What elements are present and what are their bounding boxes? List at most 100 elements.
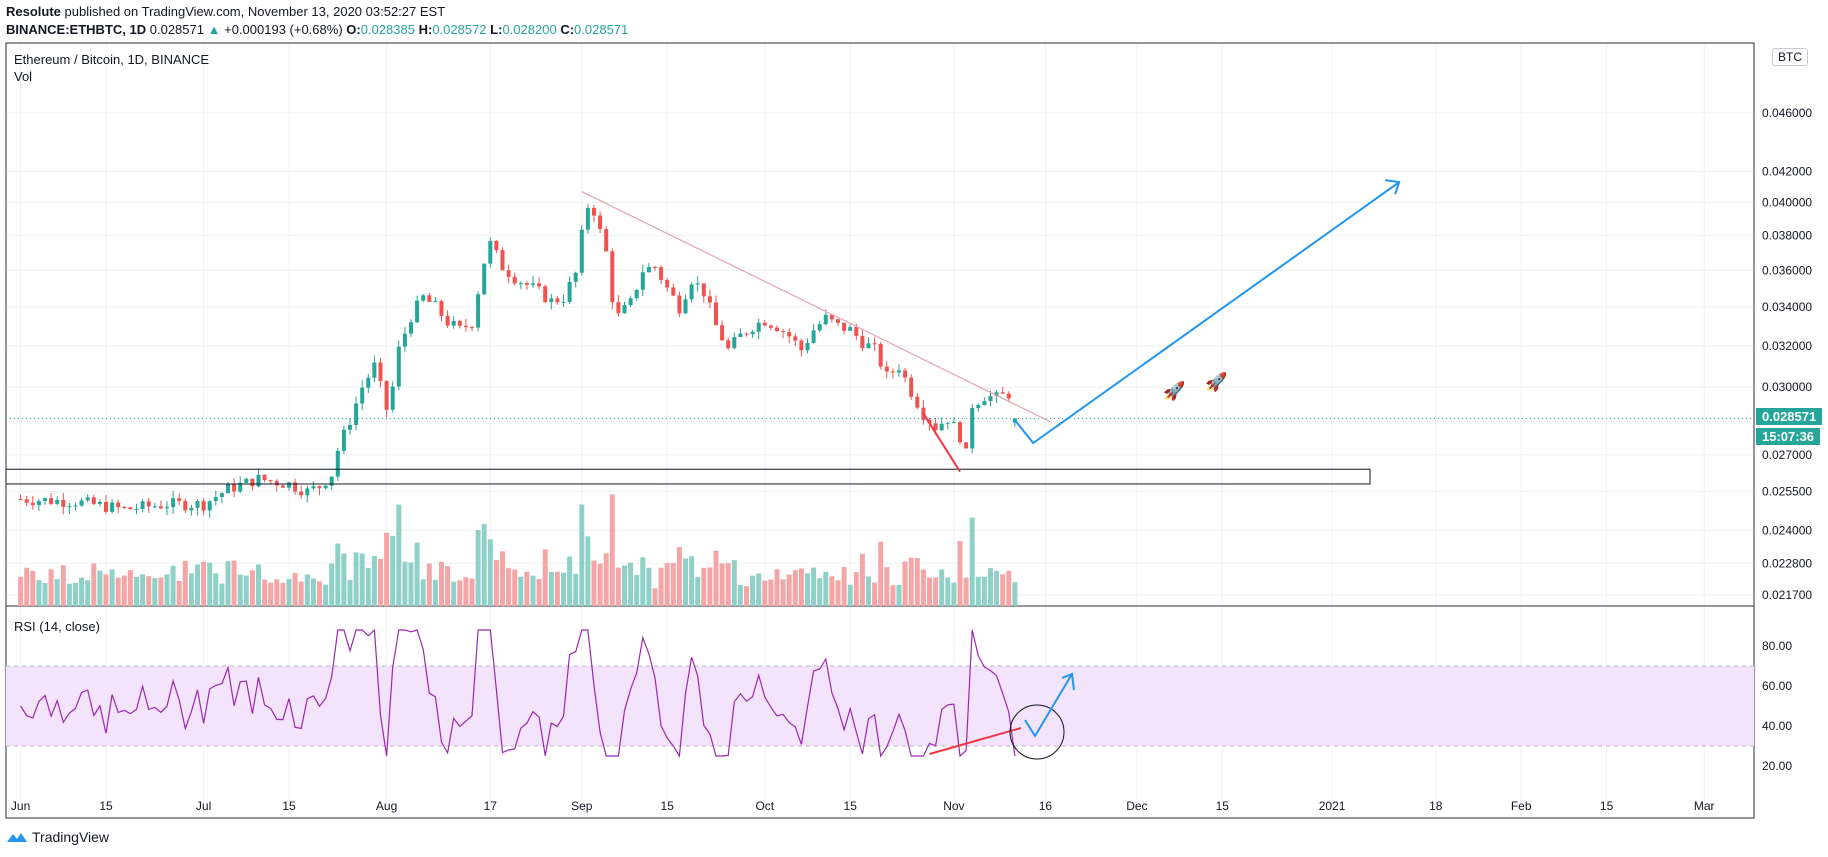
candle-body (482, 263, 487, 295)
currency-button[interactable]: BTC (1772, 48, 1808, 66)
volume-bar (933, 577, 939, 606)
volume-bar (603, 553, 609, 606)
candle-body (994, 392, 999, 397)
candle-body (61, 499, 66, 507)
last-price: 0.028571 (149, 22, 204, 37)
candle-body (982, 401, 987, 406)
volume-bar (548, 571, 554, 606)
volume-bar (512, 569, 518, 606)
candle-body (720, 325, 725, 341)
candle-body (909, 377, 914, 397)
up-arrow-icon: ▲ (207, 22, 221, 37)
volume-bar (256, 564, 261, 606)
candle-body (226, 483, 230, 494)
volume-bar (402, 561, 408, 606)
volume-bar (463, 577, 469, 606)
footer-brand-text: TradingView (32, 829, 110, 845)
volume-bar (451, 581, 457, 606)
candle-body (470, 327, 474, 329)
volume-bar (268, 582, 274, 606)
candle-body (805, 342, 810, 351)
volume-bar (91, 563, 97, 606)
candlestick-series (18, 203, 1017, 519)
volume-bar (207, 562, 213, 606)
price-tick-label: 0.032000 (1762, 339, 1812, 353)
open-label: O: (346, 22, 361, 37)
low-label: L: (490, 22, 503, 37)
candle-body (104, 501, 108, 512)
candle-body (354, 403, 359, 426)
candle-body (445, 315, 450, 326)
candle-body (79, 500, 84, 506)
candle-body (543, 286, 548, 302)
volume-bar (707, 567, 713, 606)
candle-body (494, 240, 499, 251)
candle-body (573, 272, 578, 282)
candle-body (787, 332, 792, 337)
drawings-layer[interactable]: 🚀 🚀 (5, 179, 1754, 485)
candle-body (970, 408, 975, 449)
candle-body (897, 370, 901, 373)
volume-bar (121, 575, 127, 606)
candle-body (219, 493, 224, 498)
candle-body (726, 340, 731, 349)
price-tick-label: 0.027000 (1762, 448, 1812, 462)
volume-bar (506, 568, 512, 606)
volume-bar (24, 567, 30, 606)
candle-body (567, 281, 572, 302)
volume-bar (225, 561, 231, 606)
volume-bar (963, 577, 969, 606)
candle-body (91, 497, 96, 504)
candle-body (207, 501, 212, 511)
candle-body (561, 301, 566, 303)
time-tick-label: Feb (1511, 799, 1532, 813)
candle-body (598, 215, 603, 230)
volume-bar (609, 494, 615, 606)
volume-bar (274, 579, 280, 606)
time-tick-label: Mar (1694, 799, 1715, 813)
volume-bar (347, 580, 353, 606)
candle-body (189, 507, 194, 511)
candle-body (860, 335, 865, 349)
candle-body (250, 478, 255, 487)
volume-bar (622, 565, 627, 606)
volume-bar (774, 569, 780, 606)
candle-body (524, 283, 529, 285)
low-value: 0.028200 (502, 22, 557, 37)
volume-bar (286, 579, 292, 606)
candle-body (500, 250, 505, 271)
volume-bar (701, 567, 707, 606)
time-tick-label: 15 (1216, 799, 1230, 813)
volume-bar (493, 559, 499, 606)
volume-bar (310, 578, 316, 606)
time-tick-label: 17 (484, 799, 498, 813)
volume-bar (597, 563, 603, 606)
volume-bar (561, 572, 566, 606)
volume-bar (579, 504, 585, 606)
volume-bar (335, 543, 341, 606)
candle-body (817, 324, 822, 331)
candle-body (579, 229, 584, 273)
candle-body (128, 507, 133, 510)
volume-bar (469, 578, 475, 606)
volume-bar (756, 573, 762, 606)
candle-body (707, 296, 712, 303)
author-name[interactable]: Resolute (6, 4, 61, 19)
volume-bar (60, 565, 66, 606)
volume-bar (780, 579, 786, 606)
volume-bar (725, 563, 731, 606)
close-label: C: (560, 22, 575, 37)
price-tick-label: 0.036000 (1762, 263, 1812, 277)
candle-body (659, 267, 664, 280)
candle-body (829, 314, 834, 320)
volume-bar (475, 530, 481, 606)
candle-body (195, 501, 200, 508)
volume-bar (500, 551, 505, 606)
price-tick-label: 0.038000 (1762, 229, 1812, 243)
candle-body (628, 298, 633, 306)
publish-info: published on TradingView.com, November 1… (64, 4, 446, 19)
footer-brand[interactable]: TradingView (6, 829, 109, 845)
volume-bar (988, 568, 993, 606)
candle-body (878, 343, 883, 367)
